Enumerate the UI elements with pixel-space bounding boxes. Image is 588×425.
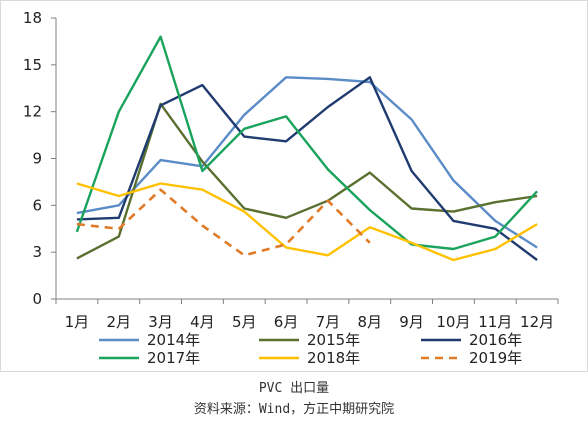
x-tick-label: 2月 xyxy=(106,313,131,331)
chart-caption: PVC 出口量 xyxy=(258,381,330,396)
y-tick-label: 15 xyxy=(23,56,42,74)
legend-label: 2017年 xyxy=(147,349,200,367)
x-tick-labels: 1月 2月 3月 4月 5月 6月 7月 8月 9月 10月 11月 12月 xyxy=(55,299,559,331)
x-tick-label: 6月 xyxy=(274,313,299,331)
legend-label: 2016年 xyxy=(469,331,522,349)
y-tick-label: 18 xyxy=(23,9,42,27)
y-tick-label: 3 xyxy=(32,243,42,261)
source-note: 资料来源：Wind，方正中期研究院 xyxy=(193,402,395,417)
series-lines xyxy=(75,35,538,262)
series-line-2019年 xyxy=(76,188,371,257)
axes xyxy=(55,18,558,300)
x-tick-label: 3月 xyxy=(148,313,173,331)
legend-label: 2019年 xyxy=(469,349,522,367)
series-line-2014年 xyxy=(76,76,538,249)
series-line-2017年 xyxy=(75,35,538,251)
series-line-2015年 xyxy=(76,102,538,260)
x-tick-label: 12月 xyxy=(520,313,554,331)
x-tick-label: 4月 xyxy=(190,313,215,331)
y-tick-label: 6 xyxy=(32,196,42,214)
x-tick-label: 5月 xyxy=(232,313,257,331)
series-line-2018年 xyxy=(76,182,538,262)
y-tick-label: 0 xyxy=(32,290,42,308)
x-tick-label: 9月 xyxy=(399,313,424,331)
x-tick-label: 7月 xyxy=(316,313,341,331)
legend: 2014年 2015年 2016年 2017年 2018年 2019年 xyxy=(99,331,522,367)
legend-label: 2015年 xyxy=(307,331,360,349)
legend-label: 2014年 xyxy=(147,331,200,349)
legend-label: 2018年 xyxy=(307,349,360,367)
x-tick-label: 10月 xyxy=(436,313,470,331)
series-line-2016年 xyxy=(76,76,538,261)
x-tick-label: 1月 xyxy=(65,313,90,331)
x-tick-label: 11月 xyxy=(478,313,512,331)
y-tick-label: 9 xyxy=(32,150,42,168)
x-tick-label: 8月 xyxy=(357,313,382,331)
line-chart: 0 3 6 9 12 15 18 1月 2月 3月 4月 5月 6月 7月 8月 9月 10月 11月 12月 2… xyxy=(23,9,559,367)
chart-frame: 0 3 6 9 12 15 18 1月 2月 3月 4月 5月 6月 7月 8月 9月 10月 11月 12月 2… xyxy=(0,0,588,372)
y-tick-labels: 0 3 6 9 12 15 18 xyxy=(23,9,56,308)
y-tick-label: 12 xyxy=(23,103,42,121)
